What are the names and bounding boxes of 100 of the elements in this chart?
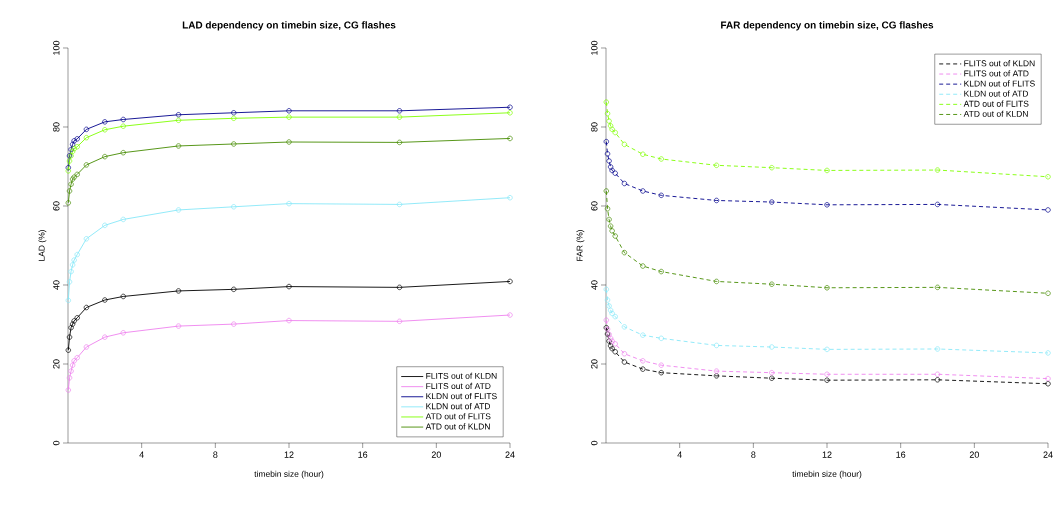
legend-label: FLITS out of KLDN [426, 372, 497, 379]
point [1045, 375, 1051, 382]
point [607, 343, 614, 349]
point [66, 279, 73, 285]
point [640, 358, 646, 364]
point [658, 268, 664, 275]
point [120, 116, 126, 123]
point [934, 201, 941, 208]
point [769, 375, 775, 381]
legend-label: ATD out of FLITS [963, 100, 1029, 107]
point [934, 167, 941, 173]
point [66, 188, 73, 194]
point [640, 366, 646, 372]
point [231, 110, 237, 116]
point [609, 310, 615, 317]
point [612, 341, 618, 347]
point [231, 321, 237, 327]
point [769, 165, 775, 171]
point [286, 114, 292, 120]
point [603, 99, 609, 105]
point [286, 108, 292, 114]
y-tick-label: 80 [591, 122, 598, 132]
point [612, 313, 618, 320]
point [68, 325, 74, 331]
point [769, 281, 775, 287]
point [621, 351, 628, 357]
point [658, 370, 664, 376]
legend-label: KLDN out of FLITS [964, 80, 1035, 87]
point [286, 200, 292, 207]
point [603, 188, 609, 194]
point [612, 349, 618, 355]
point [713, 368, 720, 374]
point [175, 207, 182, 213]
point [824, 346, 830, 353]
point [609, 167, 615, 174]
point [713, 162, 720, 168]
point [83, 344, 90, 350]
legend-label: ATD out of FLITS [425, 413, 491, 420]
point [396, 114, 403, 120]
x-tick-label: 12 [822, 451, 832, 458]
point [824, 167, 830, 174]
point [71, 318, 77, 324]
point [604, 151, 611, 157]
point [102, 334, 108, 340]
point [621, 249, 628, 256]
point [120, 150, 126, 156]
point [66, 158, 73, 164]
point [621, 324, 628, 330]
y-axis-title: LAD (%) [38, 230, 47, 261]
point [824, 285, 830, 291]
x-tick-label: 8 [213, 451, 218, 458]
legend-label: ATD out of KLDN [963, 110, 1028, 117]
point [1045, 174, 1051, 180]
point [769, 370, 775, 376]
point [606, 118, 612, 124]
point [769, 199, 775, 205]
point [606, 216, 612, 223]
point [606, 303, 612, 309]
point [286, 317, 292, 324]
legend-label: ATD out of KLDN [425, 423, 490, 430]
point [713, 373, 720, 379]
chart-title: LAD dependency on timebin size, CG flashes [182, 21, 396, 31]
point [824, 371, 830, 377]
y-axis-title: FAR (%) [576, 230, 585, 261]
point [934, 377, 941, 383]
legend-label: KLDN out of ATD [426, 403, 491, 410]
x-tick-label: 24 [1043, 451, 1053, 458]
point [621, 359, 628, 365]
point [934, 284, 941, 291]
point [71, 138, 77, 144]
point [640, 332, 646, 338]
point [640, 188, 646, 194]
point [609, 126, 615, 133]
point [231, 286, 237, 292]
point [175, 112, 182, 118]
legend-label: FLITS out of ATD [426, 382, 491, 390]
point [175, 117, 182, 123]
point [612, 170, 618, 176]
point [231, 141, 237, 147]
point [603, 138, 609, 145]
point [604, 110, 611, 117]
point [604, 297, 611, 303]
point [934, 371, 941, 377]
point [640, 263, 646, 269]
point [175, 143, 182, 149]
x-tick-label: 4 [139, 451, 144, 458]
legend-label: KLDN out of FLITS [426, 392, 497, 400]
point [68, 368, 74, 374]
point [120, 123, 126, 129]
point [606, 158, 612, 164]
point [607, 223, 614, 229]
point [231, 115, 237, 121]
point [175, 288, 182, 294]
point [68, 181, 74, 187]
point [396, 139, 403, 146]
point [102, 222, 108, 228]
y-tick-label: 60 [591, 201, 598, 211]
point [120, 330, 126, 336]
point [83, 304, 90, 311]
point [1045, 350, 1051, 356]
